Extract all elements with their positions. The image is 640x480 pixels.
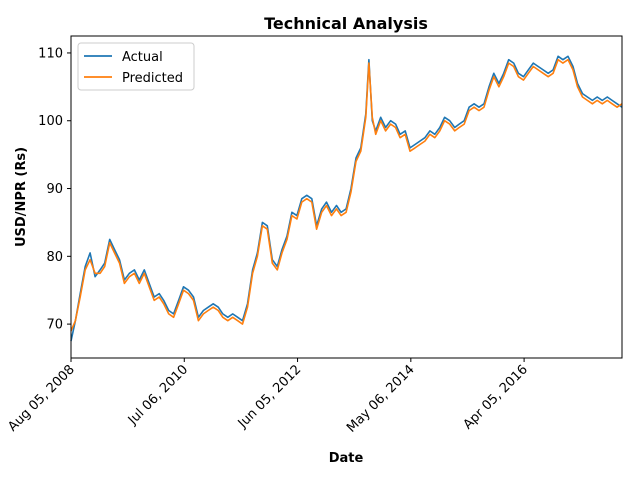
y-tick-label: 100 [38,114,63,129]
y-axis-title: USD/NPR (Rs) [14,147,29,247]
x-axis-title: Date [329,451,364,466]
chart-title: Technical Analysis [264,14,428,33]
plot-area-frame [70,35,623,359]
y-tick-label: 90 [46,182,63,197]
legend-box [77,42,195,91]
y-tick-label: 110 [38,46,63,61]
series-layer [70,55,623,342]
y-axis: 70 80 90 100 110 [38,46,71,333]
legend-label-predicted: Predicted [122,71,183,86]
legend: Actual Predicted [77,42,195,91]
series-line-predicted [70,58,623,332]
y-tick-label: 80 [46,250,63,265]
y-tick-label: 70 [46,318,63,333]
legend-label-actual: Actual [122,50,163,65]
